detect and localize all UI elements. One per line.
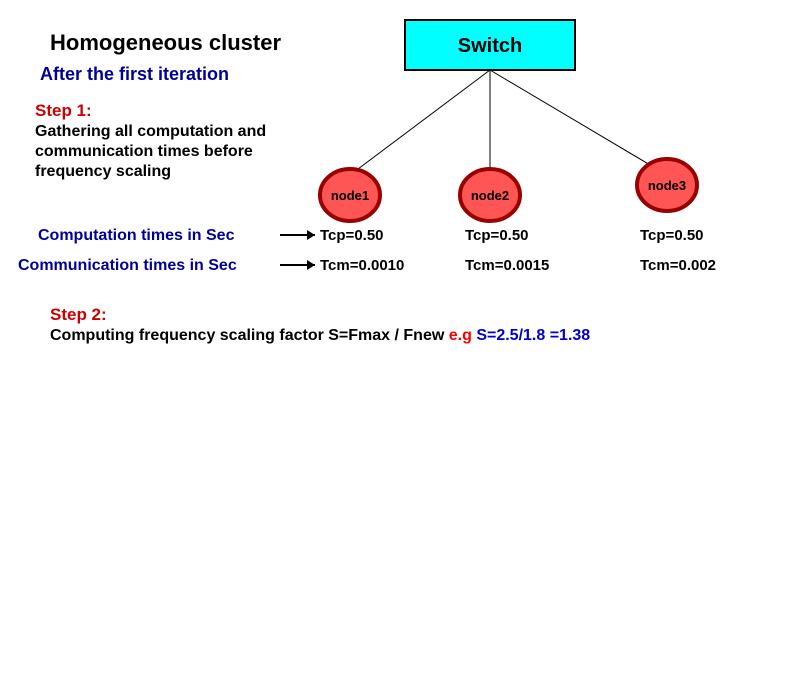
tcm-arrow-icon-head: [307, 260, 315, 270]
node-2-label: node2: [471, 188, 509, 203]
step2-part-blue: S=2.5/1.8 =1.38: [476, 327, 590, 344]
tcm-value-3: Tcm=0.002: [640, 257, 716, 274]
tcp-arrow-icon-head: [307, 230, 315, 240]
edge-3: [490, 70, 667, 175]
title: Homogeneous cluster: [50, 30, 281, 55]
step1-desc-line-1: Gathering all computation and: [35, 123, 266, 140]
tcm-row-label: Communication times in Sec: [18, 257, 237, 274]
switch-label: Switch: [458, 35, 522, 57]
tcp-value-2: Tcp=0.50: [465, 227, 529, 244]
step1-desc-line-2: communication times before: [35, 143, 253, 160]
node-1-label: node1: [331, 188, 369, 203]
step2-part-red: e.g: [449, 327, 477, 344]
node-3-label: node3: [648, 178, 686, 193]
tcp-row-label: Computation times in Sec: [38, 227, 235, 244]
step1-desc-line-3: frequency scaling: [35, 163, 171, 180]
step2-line: Computing frequency scaling factor S=Fma…: [50, 327, 590, 344]
step2-part-black: Computing frequency scaling factor S=Fma…: [50, 327, 449, 344]
step2-label: Step 2:: [50, 305, 107, 324]
tcm-value-2: Tcm=0.0015: [465, 257, 549, 274]
tcm-value-1: Tcm=0.0010: [320, 257, 404, 274]
tcp-value-1: Tcp=0.50: [320, 227, 384, 244]
subtitle: After the first iteration: [40, 64, 229, 84]
tcp-value-3: Tcp=0.50: [640, 227, 704, 244]
step1-label: Step 1:: [35, 101, 92, 120]
edge-1: [350, 70, 490, 175]
